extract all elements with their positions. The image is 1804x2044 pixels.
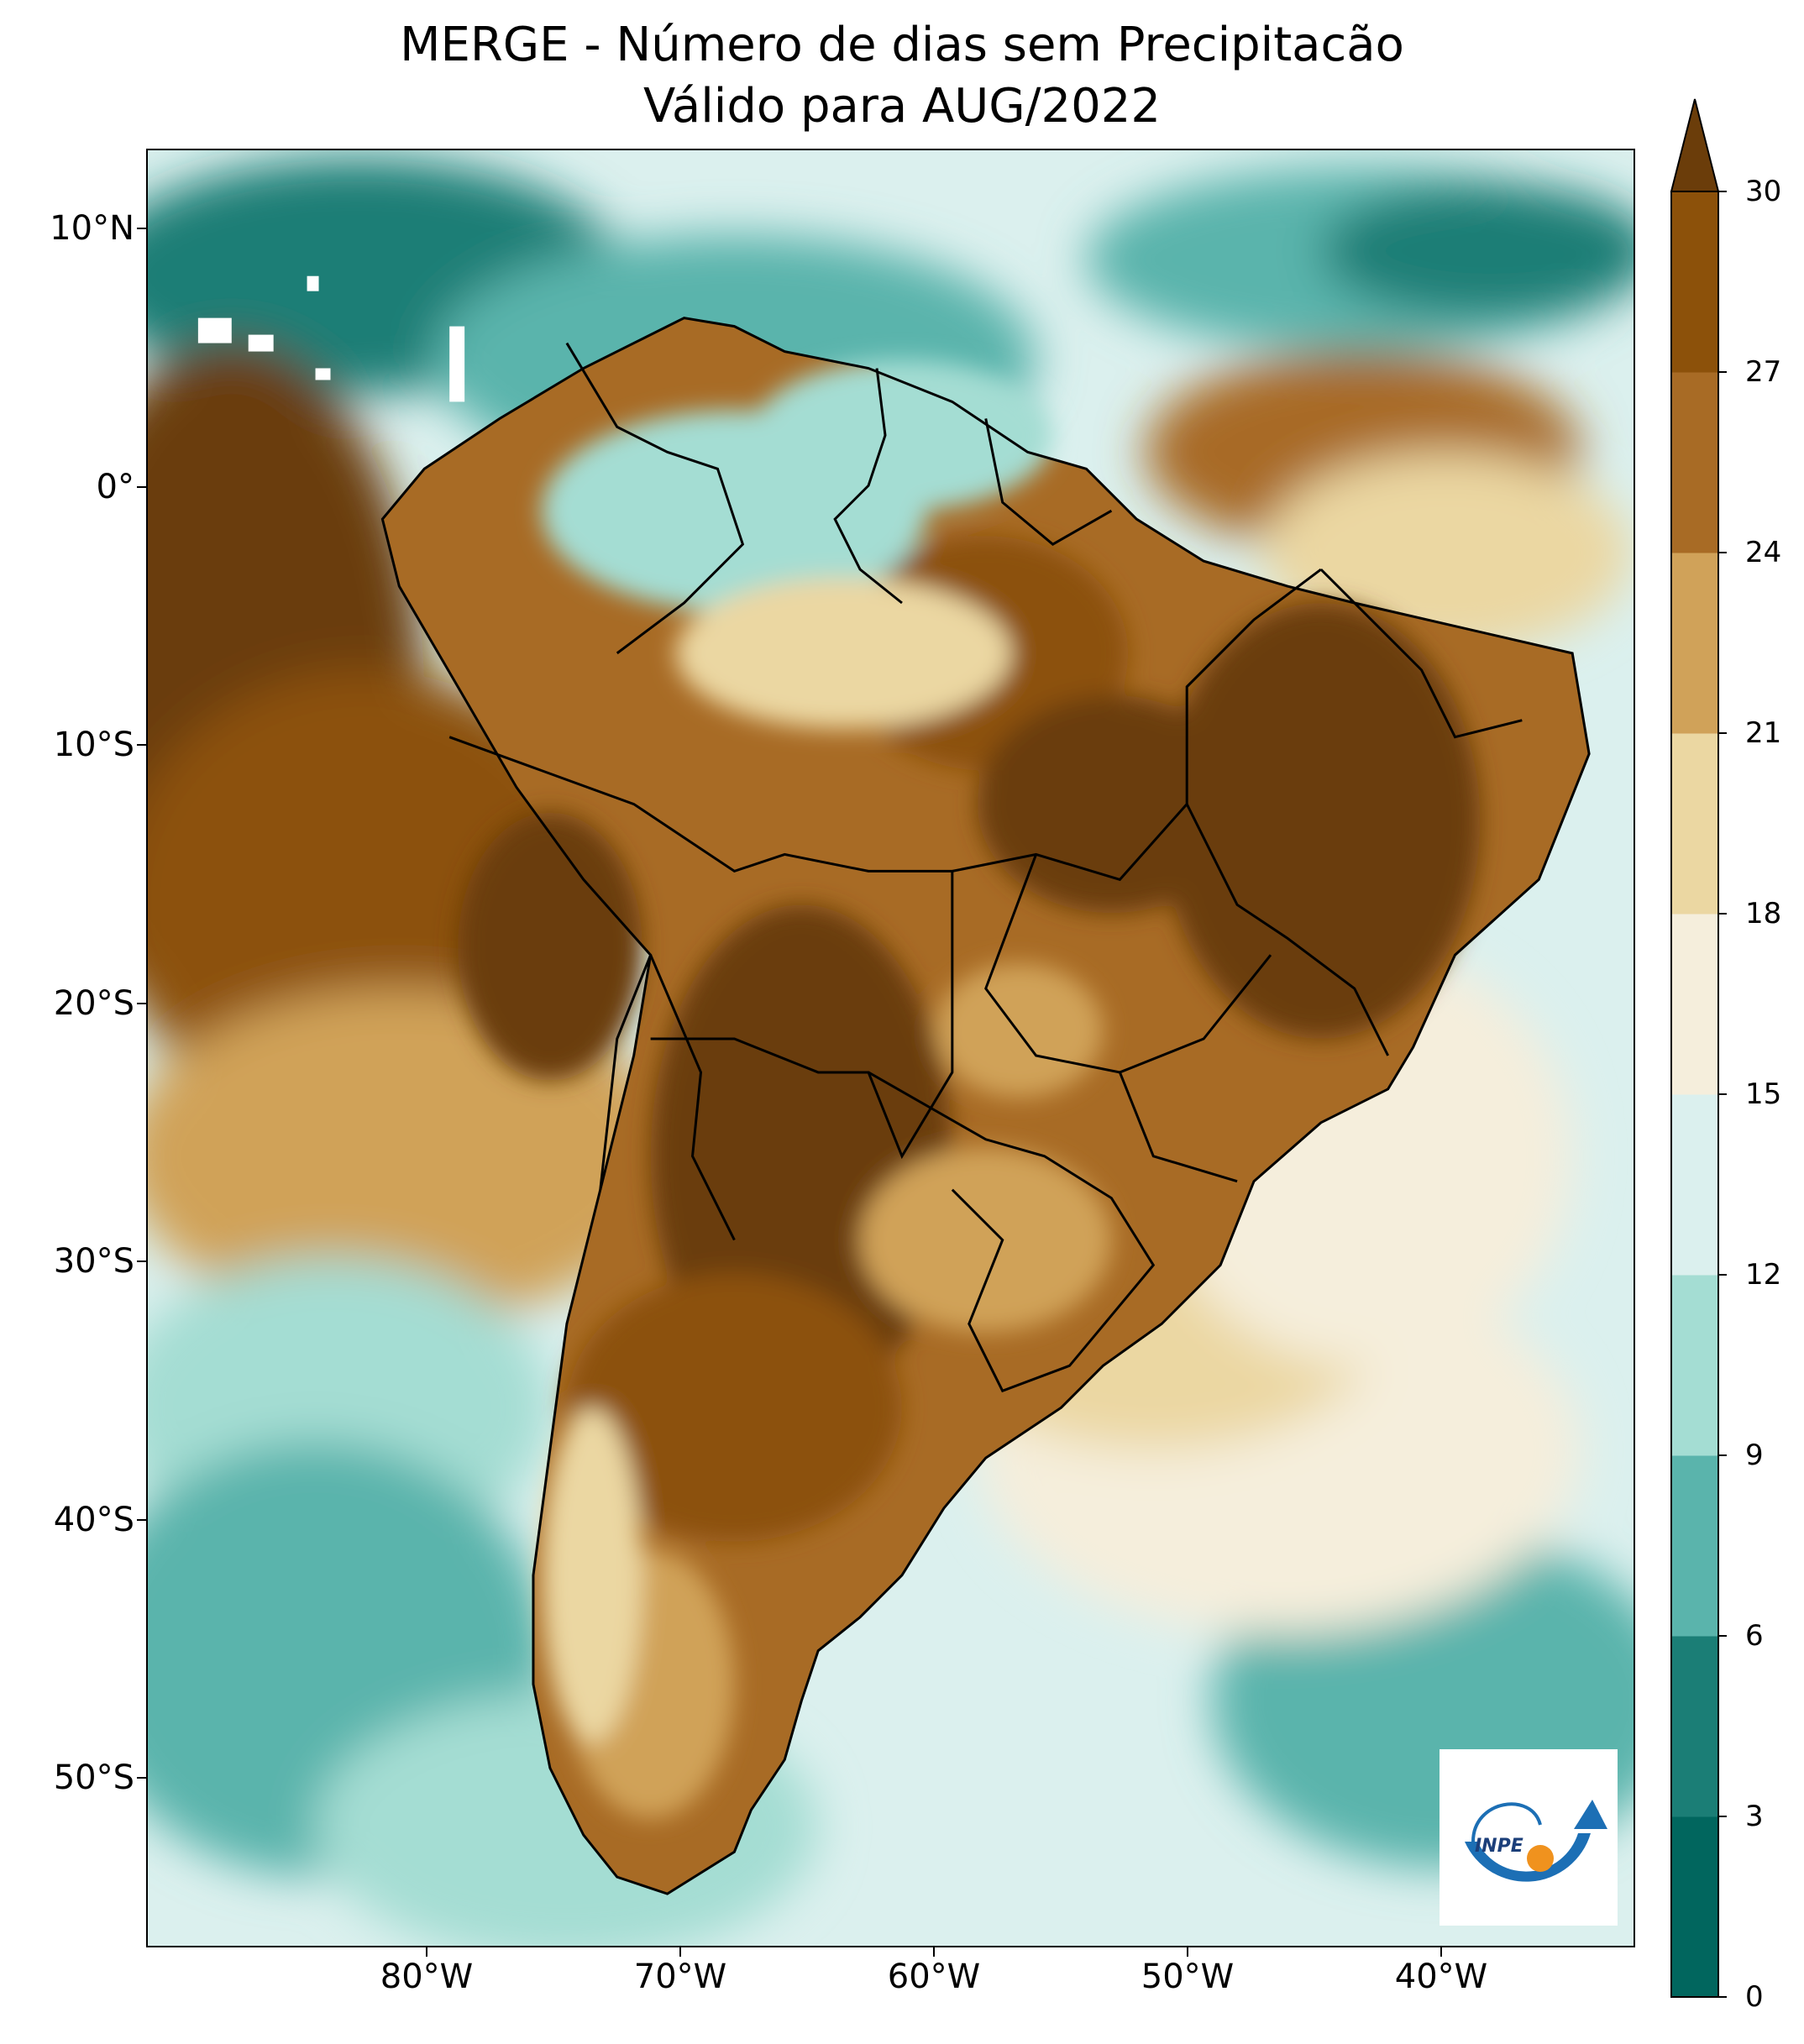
lat-tick-mark — [137, 1518, 146, 1521]
lon-tick-label: 70°W — [633, 1958, 727, 1996]
colorbar-tick-label: 0 — [1745, 1980, 1764, 2014]
lon-tick-label: 50°W — [1141, 1958, 1235, 1996]
lat-tick-label: 10°S — [53, 726, 134, 764]
colorbar-tick-label: 12 — [1745, 1258, 1782, 1292]
colorbar-segment — [1671, 1094, 1718, 1276]
colorbar-segment — [1671, 733, 1718, 915]
colorbar-segment — [1671, 553, 1718, 734]
lat-tick-mark — [137, 1777, 146, 1779]
map-panel — [146, 149, 1635, 1947]
lat-tick-mark — [137, 485, 146, 488]
lon-tick-label: 80°W — [380, 1958, 474, 1996]
map-title-line2: Válido para AUG/2022 — [642, 79, 1162, 134]
colorbar-segment — [1671, 1816, 1718, 1998]
lon-tick-label: 60°W — [887, 1958, 981, 1996]
colorbar-outline — [1670, 191, 1719, 1998]
lat-tick-mark — [137, 1260, 146, 1262]
colorbar-segment — [1671, 914, 1718, 1095]
lon-tick-label: 40°W — [1394, 1958, 1488, 1996]
lat-tick-label: 30°S — [53, 1242, 134, 1281]
country-borders — [380, 317, 1591, 1895]
inpe-logo-text: INPE — [1475, 1836, 1523, 1857]
colorbar-tick-label: 21 — [1745, 716, 1782, 750]
colorbar-segment — [1671, 1455, 1718, 1637]
colorbar-tick-label: 9 — [1745, 1439, 1764, 1472]
colorbar-segment — [1671, 1636, 1718, 1817]
colorbar-tick-label: 18 — [1745, 897, 1782, 930]
lon-tick-mark — [1440, 1947, 1442, 1957]
precipitation-map — [148, 150, 1634, 1946]
map-title-line1: MERGE - Número de dias sem Precipitacão — [400, 18, 1404, 72]
colorbar-tick-label: 27 — [1745, 355, 1782, 389]
colorbar-segment — [1671, 1275, 1718, 1456]
colorbar-tick-label: 3 — [1745, 1800, 1764, 1833]
colorbar-tick-label: 30 — [1745, 175, 1782, 208]
lat-tick-mark — [137, 1002, 146, 1004]
lat-tick-label: 10°N — [50, 209, 134, 248]
lat-tick-label: 50°S — [53, 1758, 134, 1797]
lat-tick-label: 20°S — [53, 983, 134, 1023]
inpe-logo: INPE — [1440, 1749, 1618, 1926]
south-america-landmass — [382, 317, 1590, 1895]
lat-tick-label: 0° — [96, 467, 134, 506]
colorbar-tick-label: 6 — [1745, 1619, 1764, 1653]
lon-tick-mark — [933, 1947, 935, 1957]
colorbar-tick-label: 15 — [1745, 1077, 1782, 1111]
colorbar-tick-label: 24 — [1745, 536, 1782, 569]
lon-tick-mark — [426, 1947, 427, 1957]
colorbar-segment — [1671, 372, 1718, 553]
lon-tick-mark — [679, 1947, 681, 1957]
lon-tick-mark — [1187, 1947, 1188, 1957]
missing-data-patches — [197, 275, 465, 402]
lat-tick-mark — [137, 228, 146, 229]
inpe-logo-icon: INPE — [1465, 1800, 1607, 1882]
lat-tick-label: 40°S — [53, 1500, 134, 1539]
colorbar-segment — [1671, 191, 1718, 373]
lat-tick-mark — [137, 744, 146, 746]
